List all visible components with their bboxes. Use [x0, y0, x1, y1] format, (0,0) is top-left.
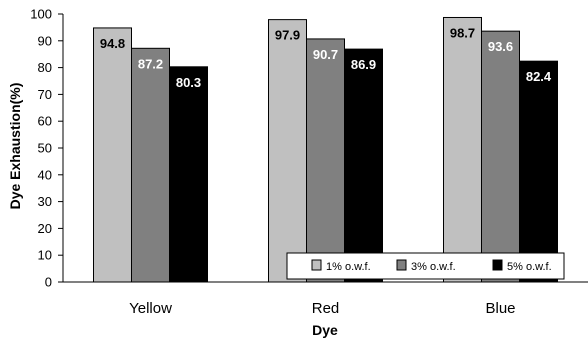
- data-label: 82.4: [526, 69, 552, 84]
- bar: [169, 66, 208, 283]
- bar: [306, 38, 345, 283]
- bar: [268, 19, 307, 283]
- bars: 94.8 87.2 80.3 97.9 90.7 86.9 98.7 93.6 82.4: [93, 16, 558, 283]
- x-tick-label: Red: [312, 300, 340, 317]
- bar: [519, 60, 558, 283]
- y-axis-title: Dye Exhaustion(%): [7, 83, 23, 210]
- y-tick-label: 0: [45, 275, 52, 290]
- data-label: 94.8: [100, 36, 125, 51]
- x-tick-label: Yellow: [129, 300, 172, 317]
- data-label: 86.9: [351, 57, 376, 72]
- data-label: 87.2: [138, 56, 163, 71]
- bar: [481, 30, 520, 283]
- y-tick-label: 80: [38, 60, 52, 75]
- y-tick-label: 30: [38, 194, 52, 209]
- bar: [93, 27, 132, 283]
- legend-label: 1% o.w.f.: [326, 261, 371, 273]
- y-tick-label: 20: [38, 221, 52, 236]
- data-label: 80.3: [176, 75, 201, 90]
- y-tick-label: 70: [38, 87, 52, 102]
- data-label: 90.7: [313, 47, 338, 62]
- legend-box: [286, 252, 565, 280]
- legend-swatch: [396, 259, 407, 271]
- x-axis-title: Dye: [312, 322, 338, 338]
- legend: 1% o.w.f. 3% o.w.f. 5% o.w.f.: [286, 252, 565, 280]
- legend-label: 3% o.w.f.: [411, 261, 456, 273]
- bar: [131, 47, 170, 283]
- x-axis: Yellow Red Blue: [129, 300, 515, 317]
- bar: [344, 48, 383, 283]
- legend-swatch: [492, 259, 503, 271]
- legend-label: 5% o.w.f.: [507, 261, 552, 273]
- y-tick-label: 50: [38, 141, 52, 156]
- x-tick-label: Blue: [485, 300, 515, 317]
- data-label: 93.6: [488, 39, 513, 54]
- y-tick-label: 100: [30, 7, 52, 22]
- data-label: 98.7: [450, 25, 475, 40]
- y-axis: 0 10 20 30 40 50 60 70 80 90 100: [30, 7, 63, 290]
- y-tick-label: 90: [38, 33, 52, 48]
- y-tick-label: 60: [38, 114, 52, 129]
- y-tick-label: 40: [38, 167, 52, 182]
- legend-swatch: [311, 259, 322, 271]
- bar: [443, 16, 482, 283]
- y-tick-label: 10: [38, 248, 52, 263]
- data-label: 97.9: [275, 28, 300, 43]
